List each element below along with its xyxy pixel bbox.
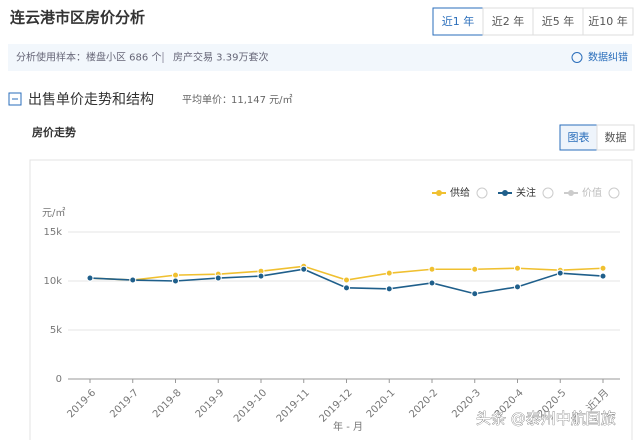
data-point: [428, 265, 436, 273]
data-point: [343, 284, 350, 292]
y-tick-label: 10k: [43, 276, 62, 287]
data-point: [556, 269, 564, 277]
data-point: [599, 264, 607, 272]
view-toggle[interactable]: [559, 124, 598, 151]
y-tick-label: 0: [56, 374, 62, 385]
y-tick-label: 15k: [43, 227, 62, 238]
data-point: [385, 285, 393, 293]
chart-card: [29, 159, 633, 440]
help-icon: [571, 52, 583, 63]
x-axis-label: 年 - 月: [333, 420, 363, 433]
data-point: [86, 274, 94, 282]
y-tick-label: 5k: [50, 325, 62, 336]
legend-dot: [568, 190, 574, 196]
data-point: [471, 265, 479, 273]
legend-help: [542, 187, 554, 199]
y-unit: 元/㎡: [42, 207, 65, 219]
data-point: [514, 283, 521, 291]
info-label: 分析使用样本：: [16, 51, 86, 64]
legend-dot: [502, 190, 508, 196]
correction-link[interactable]: 数据纠错: [588, 51, 628, 64]
view-toggle[interactable]: [596, 124, 635, 151]
legend-label[interactable]: 关注: [516, 186, 536, 199]
info-bar: [8, 44, 632, 71]
period-tab[interactable]: [532, 7, 584, 36]
period-tab[interactable]: [482, 7, 534, 36]
legend-label[interactable]: 价值: [582, 186, 602, 199]
data-point: [172, 271, 179, 279]
view-toggle-label[interactable]: 图表: [568, 130, 590, 144]
data-point: [300, 265, 308, 273]
avg-value: 11,147 元/㎡: [231, 94, 293, 106]
data-point: [129, 276, 137, 284]
legend-dot: [436, 190, 442, 196]
data-point: [172, 277, 179, 285]
period-tab[interactable]: [582, 7, 634, 36]
page-title: 连云港市区房价分析: [10, 9, 145, 27]
data-point: [343, 276, 350, 284]
collapse-icon[interactable]: [8, 92, 22, 106]
period-tab-label[interactable]: 近5 年: [542, 14, 575, 28]
data-point: [599, 272, 607, 280]
period-tab-label[interactable]: 近2 年: [492, 14, 525, 28]
view-toggle-label[interactable]: 数据: [605, 130, 627, 144]
period-tab-label[interactable]: 近10 年: [588, 14, 628, 28]
legend-label[interactable]: 供给: [450, 186, 470, 199]
info-trade: 房产交易 3.39万套次: [173, 51, 268, 64]
panel-title: 房价走势: [32, 125, 76, 139]
data-point: [385, 269, 393, 277]
legend-help: [608, 187, 620, 199]
legend-help: [476, 187, 488, 199]
data-point: [214, 274, 222, 282]
period-tab-label[interactable]: 近1 年: [442, 14, 475, 28]
data-point: [471, 290, 479, 298]
section-title: 出售单价走势和结构: [28, 92, 154, 108]
avg-label: 平均单价：: [182, 94, 232, 106]
watermark: 头条 @泰州中航国旅: [476, 410, 616, 428]
data-point: [257, 272, 265, 280]
info-sample: 楼盘小区 686 个: [86, 51, 161, 64]
data-point: [428, 279, 436, 287]
data-point: [514, 264, 521, 272]
